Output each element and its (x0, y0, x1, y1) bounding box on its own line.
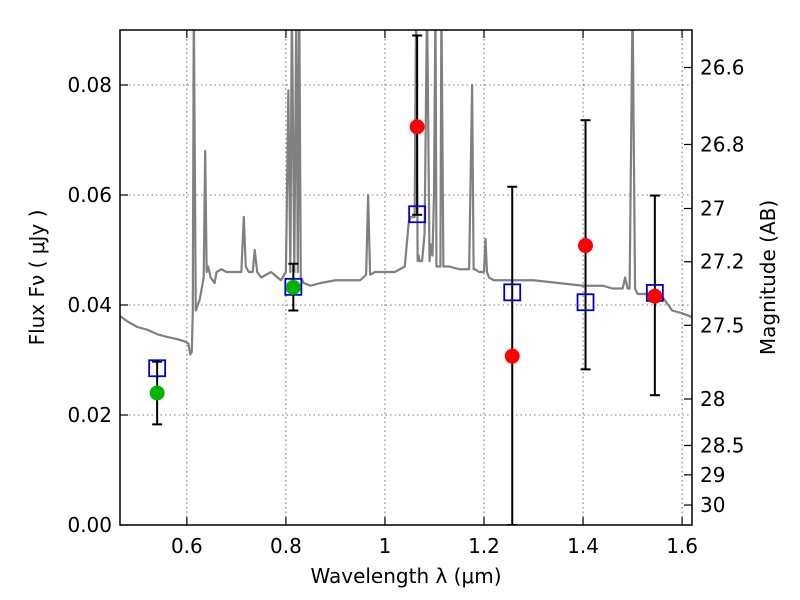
tick-layer: 0.6 0.8 1 1.2 1.4 1.6 0.00 0.02 0.04 0.06 0.08 26.6… (67, 30, 745, 558)
y-axis-label-left: Flux Fν ( μJy ) (25, 210, 49, 346)
marker-layer (148, 119, 664, 401)
right-tick-label: 29 (700, 463, 725, 487)
plot-frame (119, 29, 693, 526)
y-tick-label: 0.08 (67, 73, 112, 97)
y-tick-label: 0.04 (67, 293, 112, 317)
optical-photometry-point (285, 279, 301, 295)
model-photometry-square (408, 205, 427, 224)
errorbar-layer (152, 34, 660, 525)
right-tick-label: 26.6 (700, 56, 745, 80)
right-tick-label: 30 (700, 493, 725, 517)
y-tick-label: 0.06 (67, 183, 112, 207)
right-tick-label: 28.5 (700, 433, 745, 457)
x-tick-label: 0.6 (171, 534, 203, 558)
x-tick-label: 0.8 (270, 534, 302, 558)
x-tick-label: 1.2 (468, 534, 500, 558)
optical-photometry-point (149, 385, 165, 401)
y-tick-label: 0.02 (67, 403, 112, 427)
right-tick-label: 27 (700, 196, 725, 220)
nir-photometry-point (409, 119, 425, 135)
nir-photometry-point (504, 348, 520, 364)
right-tick-label: 27.2 (700, 250, 745, 274)
right-tick-label: 27.5 (700, 313, 745, 337)
model-spectrum-line (120, 30, 692, 356)
grid (120, 30, 692, 525)
right-tick-label: 26.8 (700, 132, 745, 156)
x-tick-label: 1 (379, 534, 392, 558)
right-tick-label: 28 (700, 387, 725, 411)
model-spectrum-layer (120, 30, 692, 356)
model-photometry-square (148, 359, 167, 378)
x-tick-label: 1.6 (666, 534, 698, 558)
nir-photometry-point (578, 238, 594, 254)
x-axis-label: Wavelength λ (μm) (310, 564, 501, 588)
y-tick-label: 0.00 (67, 513, 112, 537)
nir-photometry-point (647, 288, 663, 304)
model-photometry-square (576, 293, 595, 312)
x-tick-label: 1.4 (567, 534, 599, 558)
model-photometry-square (503, 283, 522, 302)
y-axis-label-right: Magnitude (AB) (756, 200, 780, 355)
